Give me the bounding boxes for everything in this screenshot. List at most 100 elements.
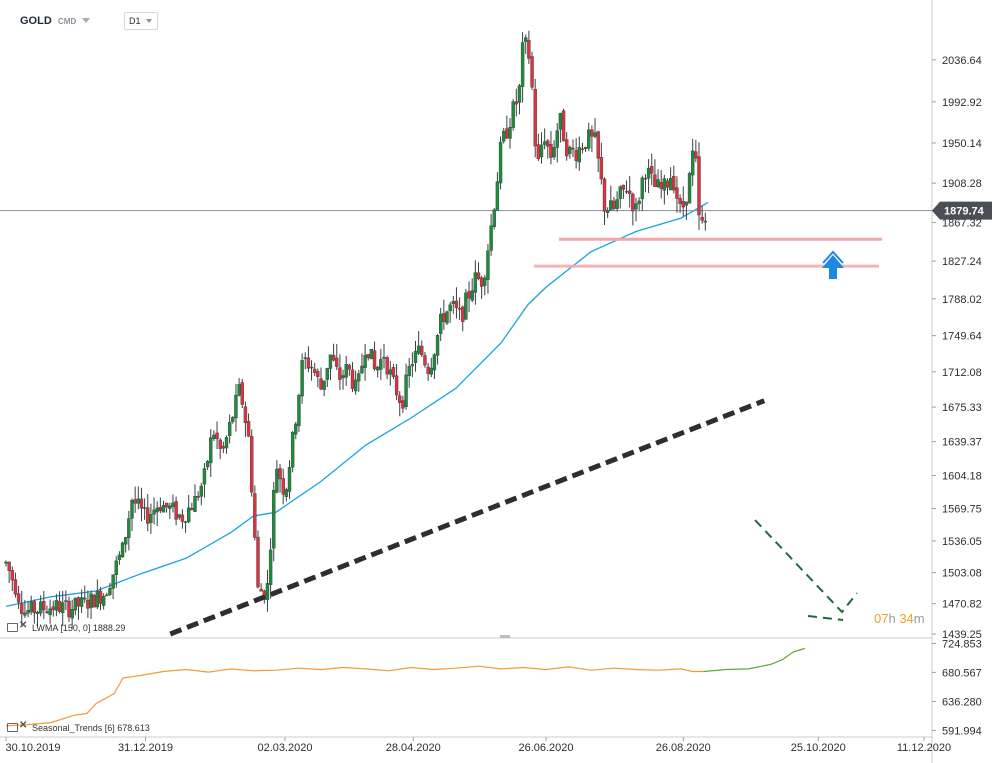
candle-body: [527, 40, 531, 59]
candle-body: [64, 600, 68, 602]
candle: [319, 367, 323, 391]
candle-body: [146, 507, 150, 524]
candle: [177, 513, 181, 520]
candle: [142, 498, 147, 520]
y-tick-label: 1536.05: [942, 536, 982, 548]
candle-body: [681, 200, 685, 208]
close-icon[interactable]: ✕: [19, 720, 28, 731]
candle-body: [4, 561, 8, 564]
countdown-minutes-unit: m: [913, 611, 925, 626]
candle-body: [341, 375, 345, 379]
symbol-label[interactable]: GOLD: [20, 15, 52, 27]
candle: [79, 589, 84, 613]
candle: [95, 579, 100, 609]
candle-body: [183, 521, 188, 523]
candle-body: [73, 597, 78, 611]
candle: [205, 459, 210, 471]
candle: [498, 136, 503, 190]
candle-body: [120, 542, 125, 558]
candle: [413, 340, 418, 372]
candle-body: [256, 536, 260, 588]
candle-body: [231, 417, 235, 422]
candle: [612, 197, 616, 211]
candle: [212, 430, 216, 442]
candle-body: [344, 364, 348, 378]
candle-body: [687, 173, 692, 204]
candle-body: [495, 181, 500, 211]
candle: [605, 207, 610, 218]
candle: [514, 88, 518, 117]
candle: [432, 353, 437, 379]
y-tick-label: 1503.08: [942, 568, 982, 580]
y-tick-label: 1908.28: [942, 178, 982, 190]
candle-body: [212, 434, 216, 439]
candle-body: [278, 468, 282, 480]
candle-body: [653, 174, 657, 187]
close-icon[interactable]: ✕: [19, 620, 28, 631]
candle-body: [190, 507, 194, 511]
candle-body: [221, 446, 226, 449]
seasonal-trends-panel: [5, 647, 805, 727]
candle-body: [461, 306, 465, 322]
candle: [313, 362, 317, 377]
candle-body: [218, 439, 222, 449]
candle: [489, 213, 493, 256]
seasonal-line-forecast: [703, 647, 805, 673]
y-tick-label: 1675.33: [942, 402, 982, 414]
candle-body: [580, 148, 585, 150]
sub-y-tick-label: 680.567: [942, 667, 982, 679]
candle: [549, 131, 553, 165]
candle: [439, 307, 443, 342]
candle-body: [114, 560, 118, 576]
candle: [505, 115, 509, 140]
candle-body: [533, 88, 537, 147]
candle: [366, 354, 370, 361]
candle: [335, 344, 339, 371]
panel-resize-handle[interactable]: [500, 635, 510, 638]
x-tick-label: 28.04.2020: [386, 742, 441, 754]
candle-body: [287, 467, 292, 492]
candle: [42, 590, 46, 619]
candle: [168, 502, 172, 520]
candle-body: [234, 394, 238, 419]
candle-body: [136, 498, 141, 504]
candle-body: [388, 369, 392, 375]
candle: [268, 538, 273, 599]
candle-body: [275, 468, 279, 493]
candle: [599, 142, 604, 185]
candle-body: [105, 594, 109, 597]
candle: [218, 438, 222, 459]
candle-body: [505, 128, 509, 139]
candle: [539, 132, 544, 164]
candle-body: [694, 151, 698, 159]
indicator-settings-icon[interactable]: [7, 723, 18, 732]
candle-body: [372, 350, 377, 370]
candle: [448, 301, 452, 323]
chevron-down-icon[interactable]: [82, 18, 90, 23]
indicator-settings-icon[interactable]: [7, 623, 18, 632]
chevron-down-icon[interactable]: [146, 19, 152, 23]
candle: [363, 343, 367, 381]
candle: [108, 582, 112, 597]
candle: [659, 170, 663, 199]
candle-body: [246, 421, 251, 437]
candle-body: [498, 141, 503, 184]
timeframe-value: D1: [129, 16, 141, 26]
candle-body: [139, 498, 144, 509]
candle: [284, 487, 289, 502]
exchange-label[interactable]: CMD: [58, 17, 77, 26]
timeframe-select[interactable]: D1: [124, 12, 158, 30]
candle: [86, 590, 90, 618]
candle: [609, 185, 613, 211]
candle-body: [98, 590, 103, 604]
candle-body: [489, 225, 493, 251]
candle: [246, 413, 251, 437]
candle: [70, 599, 74, 629]
candle-body: [571, 147, 575, 150]
vertical-gridlines: [0, 0, 933, 763]
lwma-line: [0, 201, 932, 608]
candle-body: [366, 354, 370, 359]
candle-body: [79, 597, 84, 607]
candle: [306, 346, 311, 373]
